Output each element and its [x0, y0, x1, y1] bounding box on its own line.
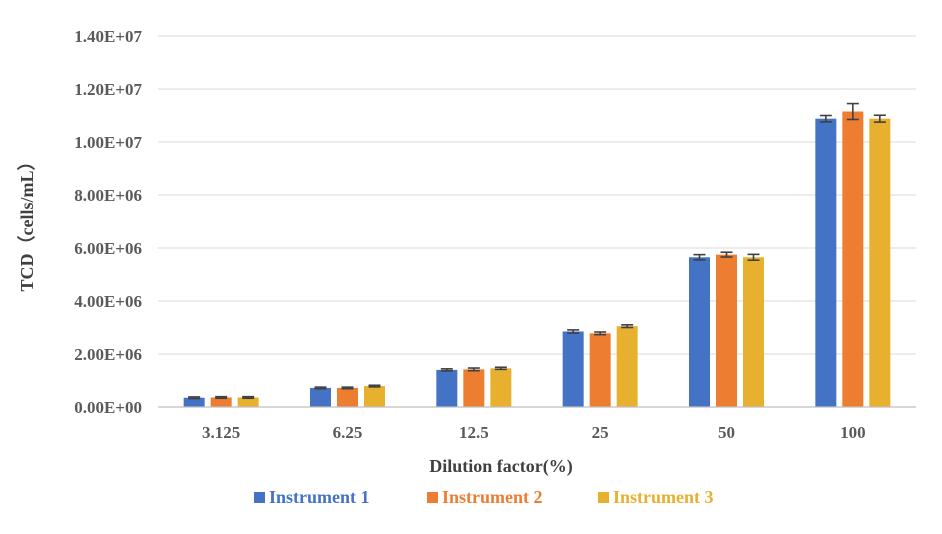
y-tick-label: 2.00E+06: [74, 345, 142, 364]
error-bar: [567, 329, 580, 334]
x-tick-label: 12.5: [459, 423, 489, 442]
bar-3-50: [743, 257, 764, 407]
bar-2-6.25: [337, 387, 358, 407]
x-tick-label: 25: [592, 423, 609, 442]
error-bar: [494, 366, 507, 371]
y-tick-label: 1.00E+07: [74, 133, 142, 152]
error-bars: [188, 102, 886, 400]
gridlines: [158, 35, 916, 355]
legend-label: Instrument 3: [613, 487, 714, 507]
error-bar: [846, 102, 859, 121]
error-bar: [215, 395, 228, 400]
legend-label: Instrument 1: [269, 487, 370, 507]
bar-3-100: [869, 118, 891, 408]
error-bar: [594, 331, 607, 336]
bar-2-3.125: [210, 397, 232, 407]
bar-1-6.25: [310, 387, 331, 407]
bar-1-100: [815, 118, 837, 408]
bar-2-100: [842, 111, 864, 408]
error-bar: [314, 386, 327, 390]
error-bar: [440, 368, 453, 372]
legend-swatch: [254, 492, 265, 503]
error-bar: [720, 251, 733, 258]
error-bar: [341, 386, 354, 390]
y-tick-label: 4.00E+06: [74, 292, 142, 311]
legend: Instrument 1 Instrument 2 Instrument 3: [254, 487, 714, 507]
x-tick-label: 100: [840, 423, 866, 442]
y-axis-title: TCD（cells/mL）: [17, 153, 37, 292]
legend-label: Instrument 2: [442, 487, 543, 507]
error-bar: [467, 367, 480, 372]
x-tick-label: 3.125: [202, 423, 240, 442]
error-bar: [693, 253, 706, 261]
y-axis-ticks: 0.00E+00 2.00E+06 4.00E+06 6.00E+06 8.00E+06…: [74, 27, 142, 417]
bar-3-25: [616, 326, 638, 407]
x-tick-label: 50: [718, 423, 735, 442]
bar-1-3.125: [183, 397, 205, 407]
y-tick-label: 6.00E+06: [74, 239, 142, 258]
error-bar: [242, 395, 255, 400]
y-tick-label: 1.20E+07: [74, 80, 142, 99]
x-axis-title: Dilution factor(%): [429, 456, 572, 477]
y-tick-label: 1.40E+07: [74, 27, 142, 46]
bar-2-12.5: [463, 369, 485, 407]
y-tick-label: 8.00E+06: [74, 186, 142, 205]
legend-swatch: [598, 492, 609, 503]
bar-1-12.5: [436, 369, 458, 407]
x-tick-label: 6.25: [333, 423, 363, 442]
y-tick-label: 0.00E+00: [74, 398, 142, 417]
bar-2-50: [716, 254, 737, 407]
x-axis-ticks: 3.125 6.25 12.5 25 50 100: [202, 423, 866, 442]
error-bar: [188, 396, 201, 400]
error-bar: [621, 324, 634, 329]
bar-3-3.125: [237, 397, 259, 407]
bars: [183, 111, 891, 408]
bar-1-50: [689, 257, 710, 407]
error-bar: [819, 114, 832, 123]
bar-1-25: [562, 331, 584, 407]
bar-3-6.25: [364, 386, 385, 407]
bar-3-12.5: [490, 368, 512, 407]
bar-2-25: [589, 333, 611, 407]
error-bar: [873, 114, 886, 123]
error-bar: [747, 253, 760, 261]
legend-swatch: [427, 492, 438, 503]
error-bar: [368, 384, 381, 388]
